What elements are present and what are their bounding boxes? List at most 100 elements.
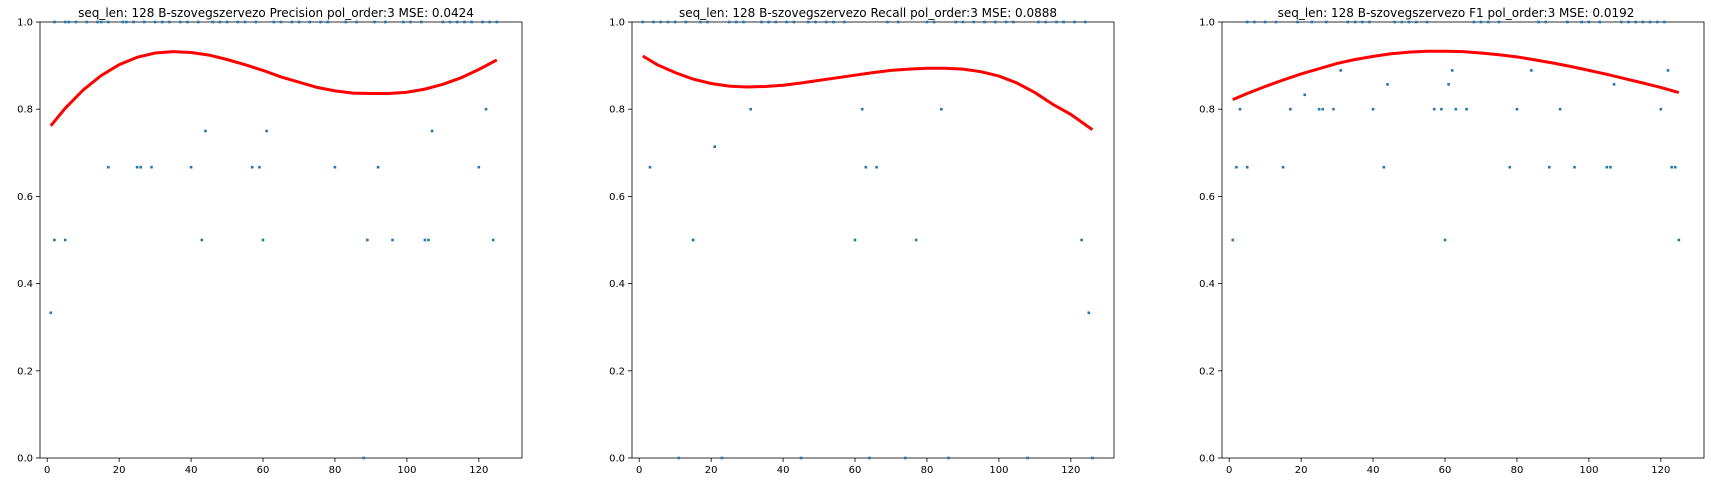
data-point	[243, 20, 247, 24]
data-point	[204, 129, 207, 133]
data-point	[1598, 20, 1601, 24]
x-tick-label: 60	[849, 465, 862, 476]
data-point	[1663, 20, 1666, 24]
data-point	[1296, 20, 1299, 24]
x-tick-label: 120	[1061, 465, 1080, 476]
data-point	[806, 20, 810, 24]
scatter-series	[49, 20, 499, 460]
data-point	[993, 20, 997, 24]
data-point	[1580, 20, 1584, 24]
data-point	[297, 20, 301, 24]
data-point	[1245, 165, 1249, 169]
data-point	[1666, 69, 1670, 72]
data-point	[925, 20, 929, 24]
data-point	[153, 20, 157, 24]
data-point	[735, 20, 738, 24]
subplot-precision: seq_len: 128 B-szovegszervezo Precision …	[17, 6, 523, 476]
data-point	[1026, 456, 1029, 460]
data-point	[947, 456, 950, 460]
data-point	[1325, 20, 1328, 24]
data-point	[785, 20, 788, 24]
data-point	[1544, 20, 1548, 24]
x-tick-label: 0	[44, 465, 50, 476]
data-point	[1037, 20, 1040, 24]
data-point	[150, 165, 153, 169]
y-tick-label: 1.0	[17, 18, 33, 29]
x-axis: 0 20 40 60 80 100 120	[44, 458, 488, 476]
data-point	[1231, 238, 1235, 242]
y-tick-label: 1.0	[1199, 18, 1215, 29]
chart-title: seq_len: 128 B-szovegszervezo F1 pol_ord…	[1278, 6, 1635, 20]
data-point	[139, 165, 143, 169]
y-tick-label: 0.8	[1199, 105, 1215, 116]
data-point	[125, 20, 128, 24]
data-point	[1386, 83, 1389, 86]
data-point	[860, 107, 864, 111]
data-point	[254, 20, 258, 24]
data-point	[491, 238, 495, 242]
data-point	[290, 20, 294, 24]
data-point	[1353, 20, 1357, 24]
x-tick-label: 120	[1651, 465, 1670, 476]
x-tick-label: 80	[921, 465, 934, 476]
data-point	[362, 456, 366, 460]
data-point	[1400, 20, 1404, 24]
x-tick-label: 20	[1295, 465, 1308, 476]
data-point	[673, 20, 677, 24]
data-point	[720, 456, 724, 460]
data-point	[49, 311, 53, 315]
y-tick-label: 0.8	[17, 105, 33, 116]
data-point	[196, 20, 200, 24]
data-point	[455, 20, 459, 24]
data-point	[853, 238, 857, 242]
data-point	[1605, 165, 1609, 169]
x-tick-label: 40	[185, 465, 198, 476]
data-point	[308, 20, 312, 24]
data-point	[218, 20, 222, 24]
y-tick-label: 0.4	[17, 279, 33, 290]
data-point	[1587, 20, 1591, 24]
polynomial-fit-curve	[49, 50, 498, 127]
data-point	[932, 20, 936, 24]
data-point	[1566, 20, 1569, 24]
data-point	[1497, 20, 1501, 24]
chart-title: seq_len: 128 B-szovegszervezo Precision …	[78, 6, 474, 20]
data-point	[168, 20, 171, 24]
data-point	[864, 165, 868, 169]
data-point	[1073, 20, 1076, 24]
data-point	[1479, 20, 1483, 24]
data-point	[1317, 107, 1321, 111]
data-point	[355, 20, 358, 24]
y-tick-label: 0.2	[609, 366, 625, 377]
data-point	[107, 20, 110, 24]
data-point	[135, 165, 139, 169]
data-point	[481, 20, 484, 24]
data-point	[250, 165, 254, 169]
data-point	[1253, 20, 1256, 24]
data-point	[940, 107, 943, 111]
data-point	[53, 20, 56, 24]
data-point	[1368, 20, 1371, 24]
data-point	[1087, 311, 1091, 315]
data-point	[1612, 83, 1616, 86]
data-point	[1289, 107, 1292, 111]
data-point	[1055, 20, 1058, 24]
data-point	[1407, 20, 1411, 24]
data-point	[484, 107, 488, 111]
data-point	[961, 20, 965, 24]
data-point	[842, 20, 846, 24]
data-point	[211, 20, 214, 24]
y-axis: 0.0 0.2 0.4 0.6 0.8 1.0	[17, 18, 40, 465]
data-point	[189, 165, 193, 169]
y-tick-label: 1.0	[609, 18, 625, 29]
data-point	[760, 20, 763, 24]
data-point	[107, 165, 110, 169]
data-point	[652, 20, 655, 24]
data-point	[200, 238, 204, 242]
data-point	[1670, 165, 1673, 169]
data-point	[1447, 83, 1450, 86]
y-tick-label: 0.6	[17, 192, 33, 203]
x-tick-label: 20	[113, 465, 126, 476]
data-point	[495, 20, 499, 24]
data-point	[99, 20, 103, 24]
